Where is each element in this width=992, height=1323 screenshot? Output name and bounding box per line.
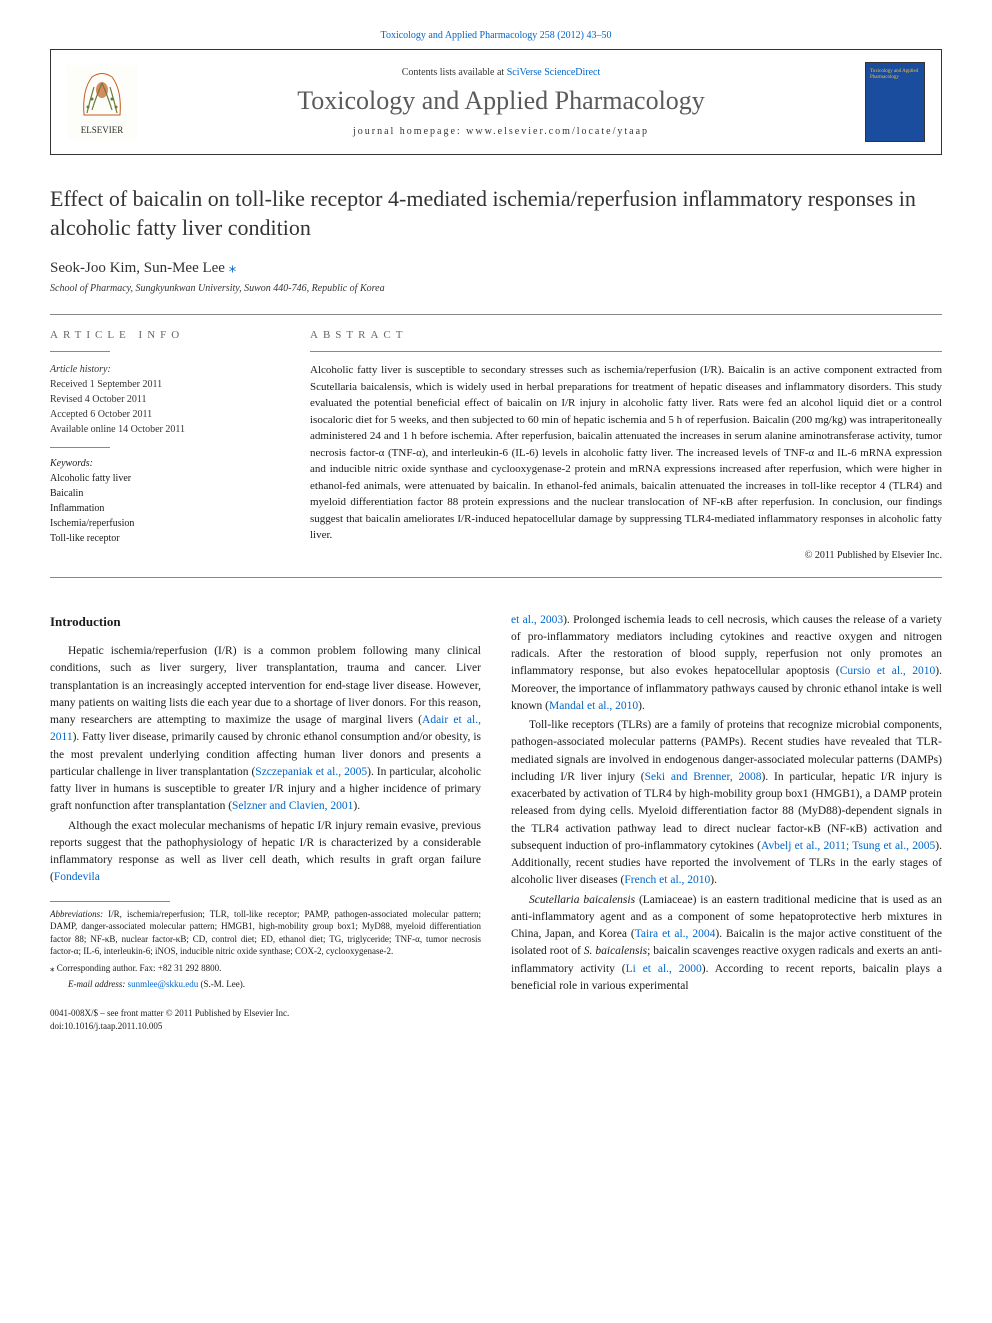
footnote-divider — [50, 901, 170, 902]
divider — [50, 314, 942, 315]
citation-link[interactable]: Taira et al., 2004 — [635, 928, 716, 940]
journal-citation-link[interactable]: Toxicology and Applied Pharmacology 258 … — [50, 30, 942, 41]
history-label: Article history: — [50, 362, 280, 377]
body-paragraph: Scutellaria baicalensis (Lamiaceae) is a… — [511, 892, 942, 996]
article-info-label: article info — [50, 329, 280, 341]
email-line: E-mail address: sunmlee@skku.edu (S.-M. … — [50, 978, 481, 992]
abstract-text: Alcoholic fatty liver is susceptible to … — [310, 362, 942, 544]
doi-line: doi:10.1016/j.taap.2011.10.005 — [50, 1020, 481, 1033]
abstract-label: abstract — [310, 329, 942, 341]
abbreviations: Abbreviations: I/R, ischemia/reperfusion… — [50, 908, 481, 958]
contents-available: Contents lists available at SciVerse Sci… — [153, 67, 849, 78]
keyword: Toll-like receptor — [50, 531, 280, 546]
page-footer: 0041-008X/$ – see front matter © 2011 Pu… — [50, 1007, 481, 1032]
citation-link[interactable]: Mandal et al., 2010 — [549, 700, 638, 712]
keywords-label: Keywords: — [50, 458, 280, 469]
citation-link[interactable]: Li et al., 2000 — [626, 963, 702, 975]
citation-link[interactable]: et al., 2003 — [511, 614, 563, 626]
copyright: © 2011 Published by Elsevier Inc. — [310, 550, 942, 561]
body-paragraph: Hepatic ischemia/reperfusion (I/R) is a … — [50, 643, 481, 816]
journal-title: Toxicology and Applied Pharmacology — [153, 86, 849, 116]
email-link[interactable]: sunmlee@skku.edu — [128, 979, 199, 989]
divider-short — [50, 447, 110, 448]
keyword: Inflammation — [50, 501, 280, 516]
citation-link[interactable]: Cursio et al., 2010 — [840, 665, 936, 677]
received-date: Received 1 September 2011 — [50, 377, 280, 392]
citation-link[interactable]: Seki and Brenner, 2008 — [645, 771, 762, 783]
affiliation: School of Pharmacy, Sungkyunkwan Univers… — [50, 283, 942, 294]
body-paragraph: Toll-like receptors (TLRs) are a family … — [511, 717, 942, 890]
keyword: Alcoholic fatty liver — [50, 471, 280, 486]
corresponding-author: ⁎ Corresponding author. Fax: +82 31 292 … — [50, 962, 481, 976]
keyword: Ischemia/reperfusion — [50, 516, 280, 531]
citation-link[interactable]: Fondevila — [54, 871, 100, 883]
corresponding-asterisk: ⁎ — [229, 260, 237, 276]
divider-short — [50, 351, 110, 352]
body-paragraph: Although the exact molecular mechanisms … — [50, 818, 481, 887]
citation-link[interactable]: Selzner and Clavien, 2001 — [232, 800, 353, 812]
revised-date: Revised 4 October 2011 — [50, 392, 280, 407]
accepted-date: Accepted 6 October 2011 — [50, 407, 280, 422]
divider — [310, 351, 942, 352]
body-paragraph: et al., 2003). Prolonged ischemia leads … — [511, 612, 942, 716]
article-title: Effect of baicalin on toll-like receptor… — [50, 185, 942, 242]
citation-link[interactable]: French et al., 2010 — [624, 874, 710, 886]
citation-link[interactable]: Szczepaniak et al., 2005 — [255, 766, 367, 778]
issn-line: 0041-008X/$ – see front matter © 2011 Pu… — [50, 1007, 481, 1020]
journal-homepage: journal homepage: www.elsevier.com/locat… — [153, 126, 849, 137]
elsevier-logo: ELSEVIER — [67, 65, 137, 140]
journal-header: ELSEVIER Contents lists available at Sci… — [50, 49, 942, 155]
scidirect-link[interactable]: SciVerse ScienceDirect — [507, 67, 601, 78]
citation-link[interactable]: Avbelj et al., 2011; Tsung et al., 2005 — [761, 840, 935, 852]
introduction-heading: Introduction — [50, 612, 481, 632]
journal-cover-thumbnail: Toxicology and Applied Pharmacology — [865, 62, 925, 142]
keyword: Baicalin — [50, 486, 280, 501]
authors: Seok-Joo Kim, Sun-Mee Lee ⁎ — [50, 258, 942, 277]
svg-text:ELSEVIER: ELSEVIER — [81, 125, 124, 135]
available-date: Available online 14 October 2011 — [50, 422, 280, 437]
